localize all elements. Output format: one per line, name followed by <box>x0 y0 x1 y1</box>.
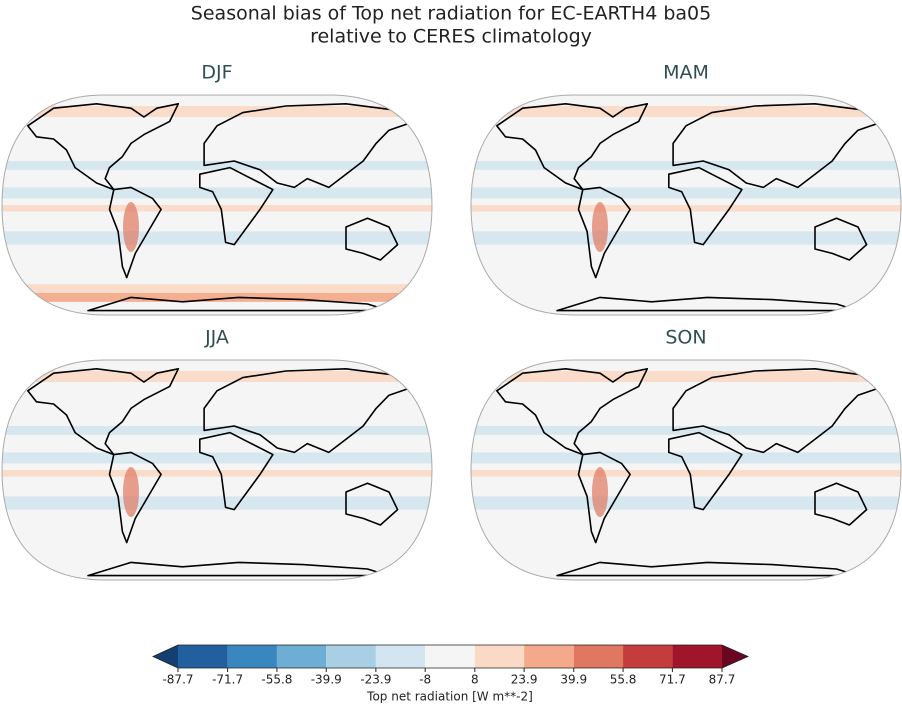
coastline <box>345 217 399 261</box>
bias-field <box>2 293 432 302</box>
colorbar-tick-label: -23.9 <box>360 673 391 687</box>
colorbar-tick-label: -8 <box>419 673 431 687</box>
bias-field <box>2 187 432 199</box>
colorbar-tick-label: -87.7 <box>162 673 193 687</box>
colorbar-tick-label: 23.9 <box>511 673 538 687</box>
map-border <box>470 94 902 316</box>
panel-title: SON <box>665 327 706 349</box>
panel-title: DJF <box>201 62 232 84</box>
coastline <box>495 103 649 191</box>
panel-title: JJA <box>204 327 229 349</box>
coastline <box>203 103 416 189</box>
map <box>471 360 901 580</box>
bias-field <box>2 106 432 117</box>
colorbar-segment <box>276 645 327 668</box>
bias-field <box>2 371 432 382</box>
bias-field <box>471 496 901 510</box>
colorbar-extend <box>153 645 178 668</box>
coastline <box>199 166 274 246</box>
colorbar-tick-label: -71.7 <box>212 673 243 687</box>
coastline <box>814 217 868 261</box>
colorbar-tick-label: 71.7 <box>659 673 686 687</box>
coastline <box>672 103 885 189</box>
bias-field <box>2 452 432 464</box>
colorbar-tick-label: -55.8 <box>261 673 292 687</box>
map <box>471 95 901 315</box>
colorbar-tick-label: 8 <box>471 673 479 687</box>
colorbar-segment <box>375 645 426 668</box>
coastline <box>203 367 416 454</box>
colorbar-segment <box>227 645 277 668</box>
bias-field <box>2 496 432 510</box>
coastline <box>667 166 743 246</box>
coastline <box>672 367 885 454</box>
colorbar-segment <box>672 645 722 668</box>
colorbar-segment <box>326 645 376 668</box>
map-border <box>1 359 433 581</box>
coastline <box>814 482 868 526</box>
colorbar-segment <box>474 645 525 668</box>
bias-field <box>2 231 432 245</box>
bias-field <box>471 371 901 382</box>
map-border <box>470 359 902 581</box>
colorbar-label: Top net radiation [W m**-2] <box>366 690 533 704</box>
bias-field <box>123 202 139 252</box>
title-line: relative to CERES climatology <box>310 26 592 48</box>
coastline <box>199 431 274 511</box>
colorbar-tick-label: 55.8 <box>610 673 637 687</box>
coastline <box>108 451 162 544</box>
coastline <box>26 367 180 456</box>
bias-field <box>2 470 432 477</box>
bias-field <box>471 161 901 170</box>
map <box>2 360 432 580</box>
bias-field <box>471 426 901 435</box>
coastline <box>345 482 399 526</box>
colorbar-segment <box>524 645 574 668</box>
colorbar-segment <box>425 645 475 668</box>
coastline <box>26 103 180 191</box>
bias-field <box>471 470 901 477</box>
coastline <box>577 451 631 544</box>
bias-field <box>592 467 608 517</box>
coastline <box>495 367 649 456</box>
colorbar-tick-label: 87.7 <box>709 673 736 687</box>
colorbar-segment <box>178 645 228 668</box>
bias-field <box>592 202 608 252</box>
coastline <box>108 186 162 279</box>
bias-field <box>471 205 901 212</box>
bias-field <box>2 161 432 170</box>
bias-field <box>471 187 901 199</box>
panel-title: MAM <box>663 62 709 84</box>
bias-field <box>471 231 901 245</box>
coastline <box>667 431 743 511</box>
colorbar-segment <box>573 645 624 668</box>
colorbar-segment <box>623 645 673 668</box>
colorbar-tick-label: 39.9 <box>560 673 587 687</box>
bias-field <box>2 205 432 212</box>
bias-field <box>471 106 901 117</box>
colorbar-extend <box>722 645 748 668</box>
bias-field <box>471 452 901 464</box>
map-border <box>1 94 433 316</box>
coastline <box>577 186 631 279</box>
bias-field <box>2 426 432 435</box>
bias-field <box>123 467 139 517</box>
title-line: Seasonal bias of Top net radiation for E… <box>191 3 711 25</box>
map <box>2 95 432 315</box>
colorbar-tick-label: -39.9 <box>311 673 342 687</box>
